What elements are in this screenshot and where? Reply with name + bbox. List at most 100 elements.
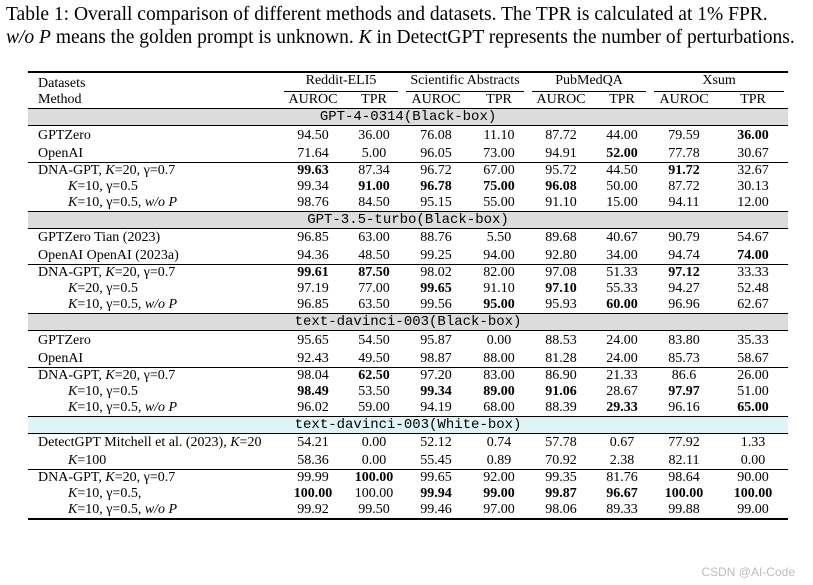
tpr-cell: 24.00	[594, 330, 651, 351]
auroc-cell: 79.59	[650, 125, 719, 146]
tpr-cell: 67.00	[470, 161, 529, 179]
table-row: K=100 58.36 0.00 55.45 0.89 70.92 2.38 82.11 0.0…	[28, 453, 788, 470]
tpr-cell: 2.38	[609, 453, 635, 468]
tpr-cell: 0.00	[470, 330, 529, 351]
tpr-cell: 12.00	[737, 194, 769, 210]
tpr-cell: 28.67	[606, 383, 638, 399]
auroc-cell: 94.74	[668, 248, 700, 263]
table-row: K=20, γ=0.5 97.19 77.00 99.65 91.10 97.10 55.3…	[28, 281, 788, 297]
auroc-cell: 90.79	[650, 227, 719, 248]
dataset-header-row: Datasets Reddit-ELI5 Scientific Abstract…	[28, 71, 789, 92]
method-name: DNA-GPT, K=20, γ=0.7	[28, 161, 280, 179]
auroc-cell: 96.85	[297, 297, 329, 312]
auroc-cell: 94.19	[420, 399, 452, 415]
auroc-cell: 99.87	[545, 486, 577, 501]
auroc-cell: 99.92	[280, 502, 346, 520]
auroc-cell: 55.45	[420, 453, 452, 468]
method-name: K=20, γ=0.5	[68, 281, 138, 296]
tpr-cell: 100.00	[346, 469, 403, 486]
tpr-cell: 59.00	[358, 399, 390, 415]
section-title: GPT-4-0314(Black-box)	[28, 108, 789, 126]
table-row: K=10, γ=0.5 99.34 91.00 96.78 75.00 96.08 50.0…	[28, 179, 788, 195]
tpr-cell: 0.89	[486, 453, 512, 468]
tpr-cell: 49.50	[358, 350, 390, 366]
table-row: K=10, γ=0.5, w/o P 96.85 63.50 99.56 95.00 95…	[28, 297, 788, 314]
auroc-cell: 99.65	[402, 469, 471, 486]
method-name: OpenAI	[38, 145, 84, 161]
auroc-cell: 82.11	[668, 453, 700, 468]
tpr-cell: 44.50	[594, 161, 651, 179]
tpr-cell: 0.00	[740, 453, 766, 468]
auroc-cell: 95.15	[420, 194, 452, 210]
auroc-cell: 96.16	[668, 399, 700, 415]
tpr-cell: 0.74	[470, 432, 529, 453]
section-header-row: GPT-3.5-turbo(Black-box)	[28, 210, 789, 228]
section-header-row: text-davinci-003(White-box)	[28, 415, 789, 433]
tpr-cell: 36.00	[346, 125, 403, 146]
auroc-cell: 83.80	[650, 330, 719, 351]
auroc-cell: 92.43	[297, 350, 329, 366]
tpr-cell: 63.00	[346, 227, 403, 248]
auroc-cell: 58.36	[297, 453, 329, 468]
auroc-cell: 99.63	[280, 161, 346, 179]
table-row: GPTZero 94.50 36.00 76.08 11.10 87.72 44.00 79.…	[28, 125, 789, 146]
table-row: GPTZero Tian (2023) 96.85 63.00 88.76 5.50 89…	[28, 227, 789, 248]
table-row: DetectGPT Mitchell et al. (2023), K=20 54…	[28, 432, 789, 453]
auroc-cell: 99.65	[420, 281, 452, 296]
tpr-cell: 58.67	[737, 350, 769, 366]
auroc-cell: 94.27	[668, 281, 700, 296]
dataset-header-pubmed: PubMedQA	[528, 71, 651, 92]
metric-auroc: AUROC	[411, 92, 461, 107]
tpr-cell: 5.00	[361, 145, 387, 161]
tpr-cell: 89.00	[483, 383, 515, 399]
auroc-cell: 97.97	[668, 383, 700, 399]
auroc-cell: 96.02	[297, 399, 329, 415]
tpr-cell: 55.00	[483, 194, 515, 210]
auroc-cell: 99.35	[528, 469, 595, 486]
auroc-cell: 97.20	[402, 366, 471, 384]
method-name: DetectGPT Mitchell et al. (2023), K=20	[28, 432, 280, 453]
tpr-cell: 0.67	[594, 432, 651, 453]
tpr-cell: 52.48	[737, 281, 769, 296]
auroc-cell: 99.25	[420, 248, 452, 263]
auroc-cell: 77.78	[668, 145, 700, 161]
auroc-cell: 96.85	[280, 227, 346, 248]
auroc-cell: 88.39	[545, 399, 577, 415]
tpr-cell: 89.33	[594, 502, 651, 520]
tpr-cell: 32.67	[718, 161, 789, 179]
tpr-cell: 11.10	[470, 125, 529, 146]
tpr-cell: 92.00	[470, 469, 529, 486]
table-body: GPT-4-0314(Black-box) GPTZero 94.50 36.00 76…	[28, 108, 789, 520]
metric-auroc: AUROC	[536, 92, 586, 107]
method-name: DNA-GPT, K=20, γ=0.7	[28, 366, 280, 384]
method-name: K=10, γ=0.5,	[68, 486, 142, 501]
tpr-cell: 73.00	[483, 145, 515, 161]
auroc-cell: 95.65	[280, 330, 346, 351]
section-header-row: GPT-4-0314(Black-box)	[28, 108, 789, 126]
caption-wop: w/o P	[6, 27, 51, 48]
tpr-cell: 94.00	[483, 248, 515, 263]
tpr-cell: 15.00	[606, 194, 638, 210]
method-name: K=10, γ=0.5, w/o P	[68, 297, 178, 312]
tpr-cell: 48.50	[358, 248, 390, 263]
auroc-cell: 99.46	[402, 502, 471, 520]
method-name: K=10, γ=0.5, w/o P	[28, 502, 280, 520]
dataset-header-reddit: Reddit-ELI5	[280, 71, 403, 92]
auroc-cell: 91.06	[545, 383, 577, 399]
auroc-cell: 100.00	[664, 486, 704, 501]
metric-tpr: TPR	[740, 92, 766, 107]
metric-auroc: AUROC	[288, 92, 338, 107]
tpr-cell: 77.00	[358, 281, 390, 296]
tpr-cell: 35.33	[718, 330, 789, 351]
auroc-cell: 97.12	[650, 264, 719, 281]
tpr-cell: 54.50	[346, 330, 403, 351]
method-name: GPTZero	[28, 125, 280, 146]
tpr-cell: 30.13	[737, 178, 769, 194]
tpr-cell: 83.00	[470, 366, 529, 384]
tpr-cell: 65.00	[737, 399, 769, 415]
tpr-cell: 99.00	[483, 486, 515, 501]
method-name: OpenAI OpenAI (2023a)	[38, 248, 179, 263]
auroc-cell: 88.76	[402, 227, 471, 248]
tpr-cell: 51.00	[737, 383, 769, 399]
auroc-cell: 88.53	[528, 330, 595, 351]
